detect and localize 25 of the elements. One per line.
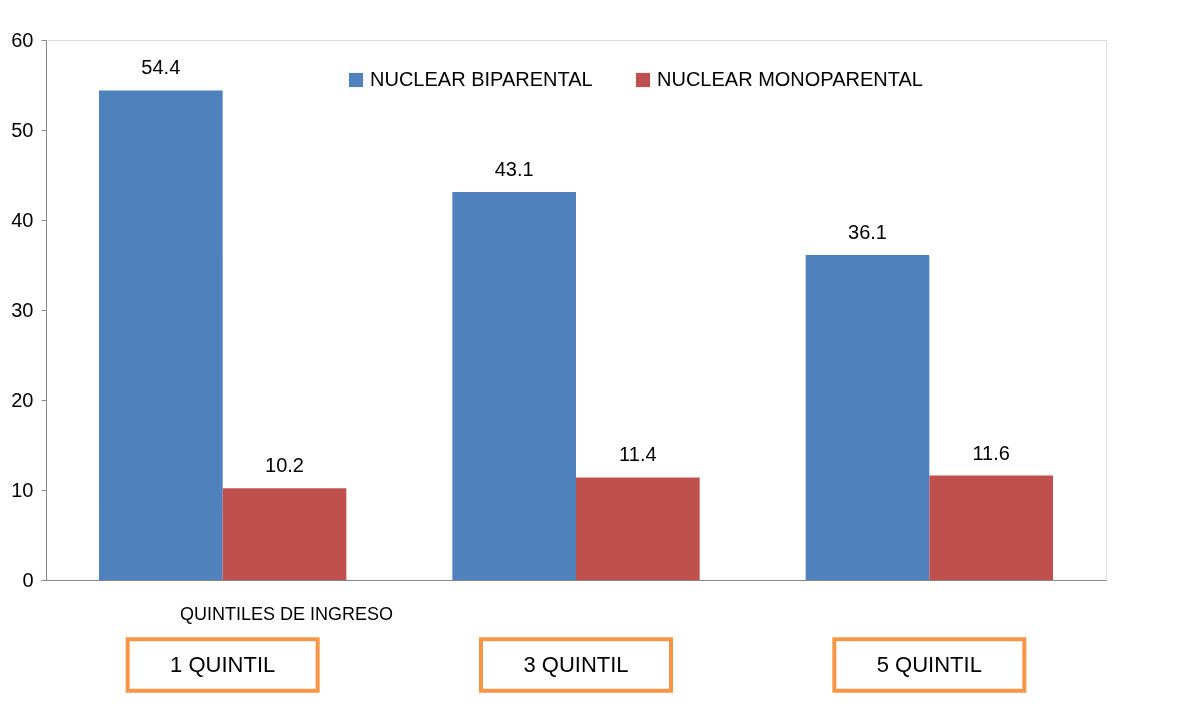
legend-label: NUCLEAR BIPARENTAL [370, 68, 593, 90]
y-tick-label: 50 [11, 118, 34, 141]
data-label: 11.4 [619, 443, 657, 466]
y-tick-label: 20 [11, 388, 34, 411]
data-label: 11.6 [972, 441, 1010, 464]
y-tick-label: 10 [11, 478, 34, 501]
data-label: 54.4 [141, 56, 181, 79]
data-label: 36.1 [848, 221, 887, 244]
bar [222, 488, 347, 580]
x-tick-label: 5 QUINTIL [876, 652, 982, 677]
bar [576, 477, 700, 580]
x-tick-label: 3 QUINTIL [523, 652, 629, 677]
x-tick-label: 1 QUINTIL [170, 652, 276, 677]
data-label: 43.1 [494, 158, 534, 181]
bar [452, 192, 576, 580]
y-tick-label: 60 [11, 28, 34, 51]
y-tick-label: 40 [11, 208, 34, 231]
x-axis-title: QUINTILES DE INGRESO [179, 603, 394, 624]
legend-label: NUCLEAR MONOPARENTAL [657, 68, 923, 90]
y-tick-label: 30 [11, 298, 34, 321]
bar [929, 475, 1053, 580]
bar [805, 255, 930, 580]
bar [99, 90, 223, 580]
y-tick-label: 0 [22, 568, 34, 591]
data-label: 10.2 [265, 454, 304, 477]
